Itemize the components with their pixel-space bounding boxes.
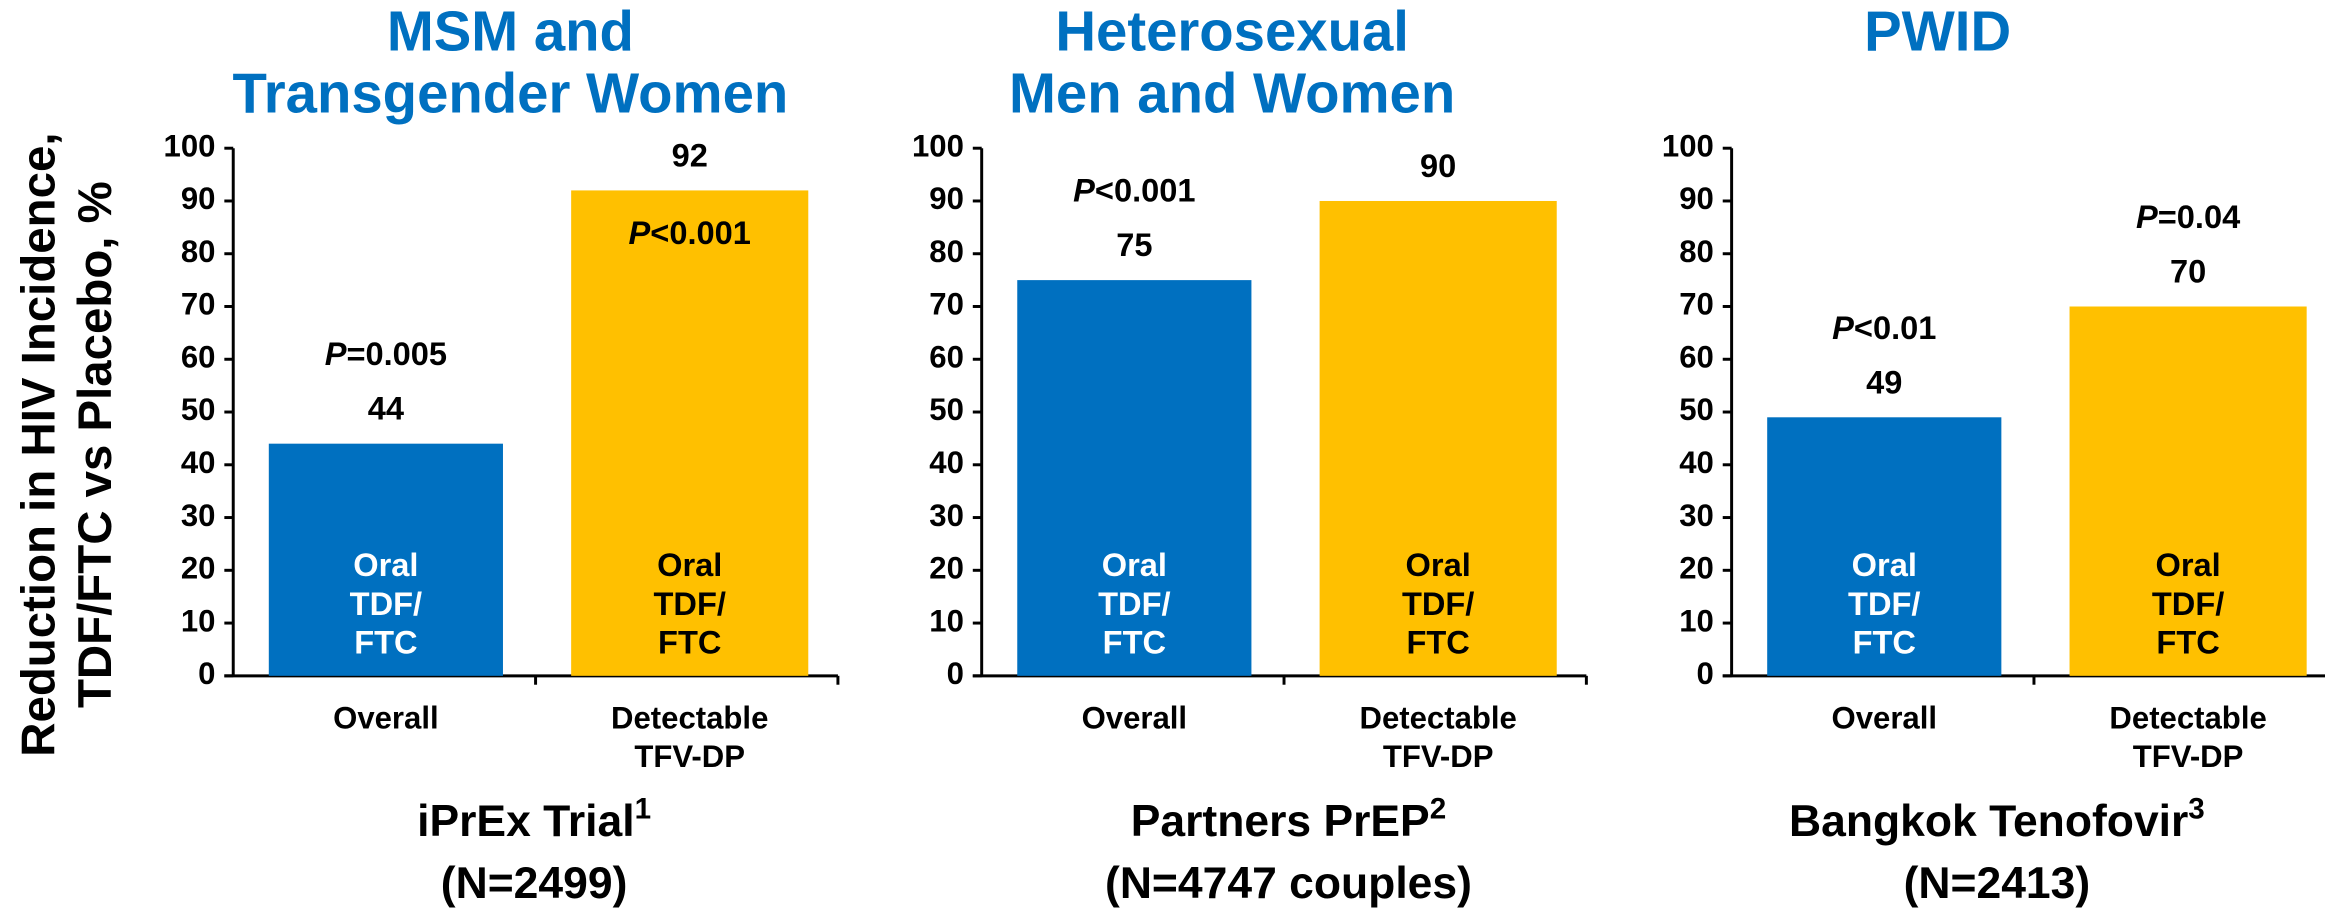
bar bbox=[268, 443, 503, 676]
bar-inner-label: FTC bbox=[1103, 623, 1166, 660]
chart-title: Men and Women bbox=[1009, 62, 1455, 125]
y-tick-label: 70 bbox=[181, 287, 216, 322]
trial-name-text: Bangkok Tenofovir bbox=[1789, 797, 2188, 846]
trial-name: Bangkok Tenofovir3 bbox=[1789, 793, 2205, 846]
trial-name: Partners PrEP2 bbox=[1131, 793, 1446, 846]
y-tick-label: 50 bbox=[929, 392, 964, 427]
y-tick-label: 40 bbox=[929, 445, 964, 480]
x-tick-label: Overall bbox=[333, 701, 439, 736]
bar-inner-label: TDF/ bbox=[1848, 585, 1920, 622]
y-tick-label: 60 bbox=[1679, 339, 1714, 374]
bar bbox=[1319, 200, 1557, 676]
annotation: P<0.001 bbox=[629, 213, 751, 250]
y-tick-label: 70 bbox=[1679, 287, 1714, 322]
trial-n: (N=4747 couples) bbox=[1105, 859, 1472, 908]
annotation: P=0.04 bbox=[2136, 198, 2240, 235]
y-tick-label: 30 bbox=[181, 498, 216, 533]
bar-inner-label: Oral bbox=[1406, 546, 1471, 583]
y-tick-label: 90 bbox=[929, 181, 964, 216]
reference: 1 bbox=[635, 793, 651, 826]
y-axis-label: Reduction in HIV Incidence, TDF/FTC vs P… bbox=[13, 132, 122, 756]
annotation: P<0.01 bbox=[1832, 308, 1936, 345]
value-label: 70 bbox=[2170, 252, 2206, 289]
annotation: P<0.001 bbox=[1073, 171, 1195, 208]
trial-n: (N=2499) bbox=[441, 859, 628, 908]
y-tick-label: 80 bbox=[181, 234, 216, 269]
bar-inner-label: TDF/ bbox=[2152, 585, 2224, 622]
y-tick-label: 100 bbox=[164, 128, 216, 163]
x-tick-label: Detectable TFV-DP bbox=[2109, 701, 2266, 775]
reference: 3 bbox=[2188, 793, 2204, 826]
bar-inner-label: TDF/ bbox=[1098, 585, 1170, 622]
trial-name-text: iPrEx Trial bbox=[417, 797, 634, 846]
y-tick-label: 100 bbox=[1662, 128, 1714, 163]
bar-inner-label: Oral bbox=[2155, 546, 2220, 583]
bar-inner-label: FTC bbox=[2156, 623, 2219, 660]
bar-inner-label: TDF/ bbox=[1402, 585, 1474, 622]
y-label-line: TDF/FTC vs Placebo, % bbox=[69, 181, 122, 708]
bar-inner-label: FTC bbox=[1406, 623, 1469, 660]
annotation: P=0.005 bbox=[325, 335, 447, 372]
y-tick-label: 10 bbox=[929, 603, 964, 638]
chart-title: Heterosexual bbox=[1055, 0, 1409, 62]
trial-n: (N=2413) bbox=[1904, 859, 2091, 908]
trial-name-text: Partners PrEP bbox=[1131, 797, 1430, 846]
y-tick-label: 90 bbox=[181, 181, 216, 216]
bar bbox=[1767, 417, 2002, 676]
y-tick-label: 0 bbox=[198, 656, 215, 691]
y-tick-label: 0 bbox=[947, 656, 964, 691]
value-label: 49 bbox=[1866, 363, 1902, 400]
bar-inner-label: TDF/ bbox=[350, 585, 422, 622]
y-tick-label: 40 bbox=[181, 445, 216, 480]
y-tick-label: 70 bbox=[929, 287, 964, 322]
bar-inner-label: FTC bbox=[658, 623, 721, 660]
bar bbox=[2069, 306, 2307, 676]
y-tick-label: 20 bbox=[1679, 551, 1714, 586]
y-tick-label: 80 bbox=[929, 234, 964, 269]
y-tick-label: 60 bbox=[181, 339, 216, 374]
y-tick-label: 30 bbox=[929, 498, 964, 533]
bar-inner-label: TDF/ bbox=[654, 585, 726, 622]
y-tick-label: 20 bbox=[181, 551, 216, 586]
y-tick-label: 0 bbox=[1697, 656, 1714, 691]
y-tick-label: 60 bbox=[929, 339, 964, 374]
y-tick-label: 100 bbox=[912, 128, 964, 163]
x-tick-label: Detectable TFV-DP bbox=[611, 701, 768, 775]
trial-name: iPrEx Trial1 bbox=[417, 793, 651, 846]
reference: 2 bbox=[1430, 793, 1446, 826]
x-tick-label: Detectable TFV-DP bbox=[1359, 701, 1516, 775]
bar-inner-label: Oral bbox=[657, 546, 722, 583]
y-tick-label: 50 bbox=[181, 392, 216, 427]
bar bbox=[571, 190, 809, 676]
y-tick-label: 80 bbox=[1679, 234, 1714, 269]
y-tick-label: 20 bbox=[929, 551, 964, 586]
y-tick-label: 40 bbox=[1679, 445, 1714, 480]
value-label: 92 bbox=[672, 136, 708, 173]
bar-inner-label: Oral bbox=[1852, 546, 1917, 583]
x-tick-label: Overall bbox=[1082, 701, 1188, 736]
bar-inner-label: FTC bbox=[354, 623, 417, 660]
value-label: 44 bbox=[368, 390, 404, 427]
bar-inner-label: Oral bbox=[353, 546, 418, 583]
y-tick-label: 90 bbox=[1679, 181, 1714, 216]
bar-inner-label: FTC bbox=[1853, 623, 1916, 660]
chart-title: Transgender Women bbox=[232, 62, 788, 125]
chart-title: PWID bbox=[1864, 0, 2011, 62]
value-label: 75 bbox=[1116, 226, 1152, 263]
y-tick-label: 10 bbox=[1679, 603, 1714, 638]
y-tick-label: 10 bbox=[181, 603, 216, 638]
bar bbox=[1017, 280, 1252, 676]
y-label-line: Reduction in HIV Incidence, bbox=[13, 132, 66, 756]
chart-title: MSM and bbox=[387, 0, 634, 62]
x-tick-label: Overall bbox=[1832, 701, 1938, 736]
y-tick-label: 50 bbox=[1679, 392, 1714, 427]
y-tick-label: 30 bbox=[1679, 498, 1714, 533]
bar-inner-label: Oral bbox=[1102, 546, 1167, 583]
value-label: 90 bbox=[1420, 147, 1456, 184]
